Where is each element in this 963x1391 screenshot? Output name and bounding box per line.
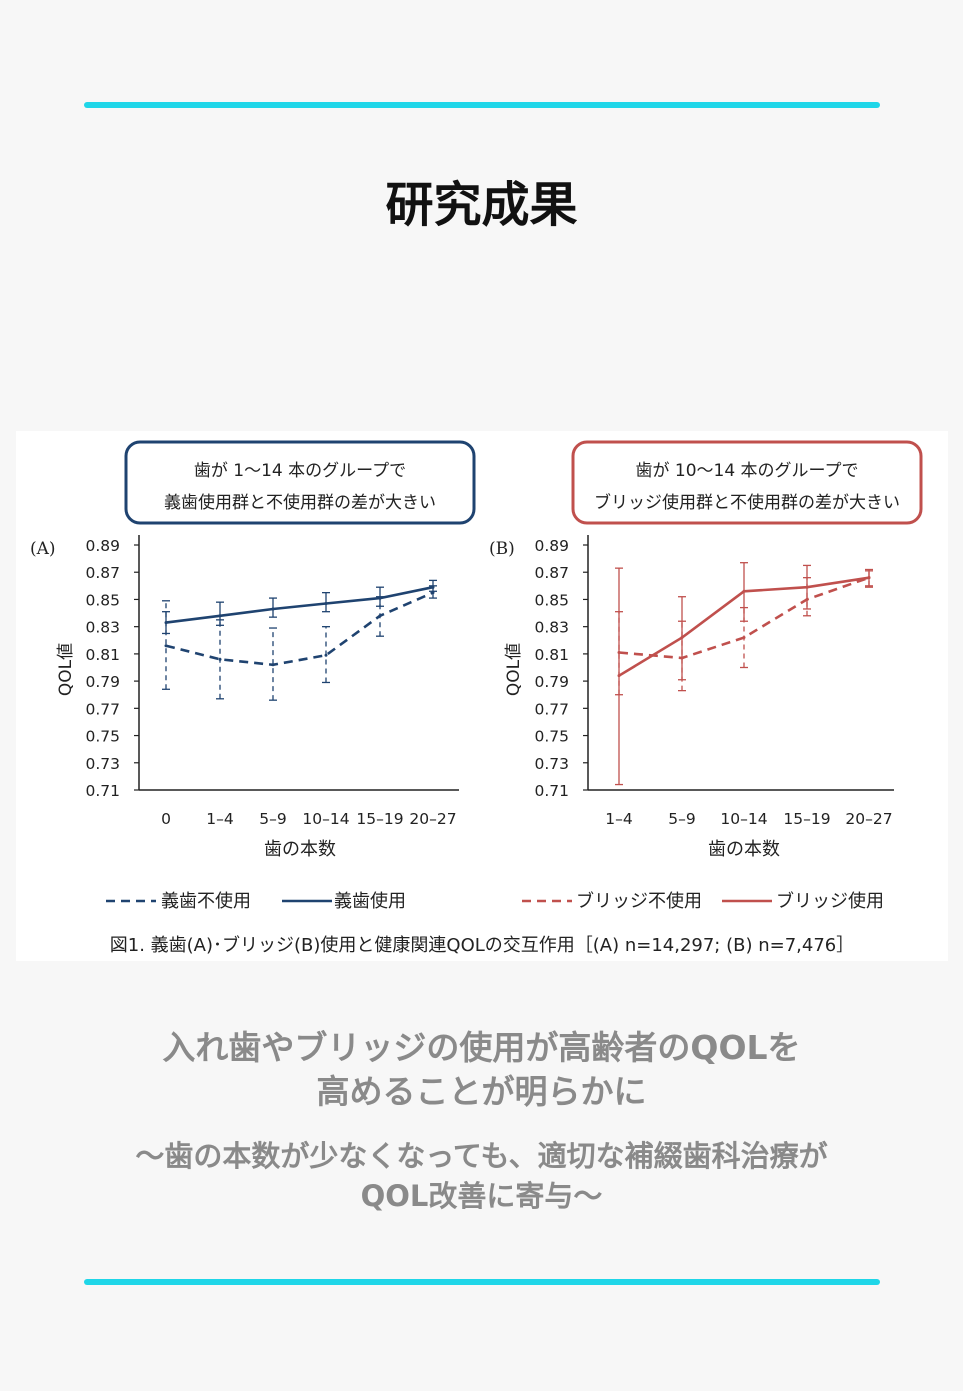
data-point [378, 596, 382, 600]
x-tick-label: 20–27 [409, 810, 456, 828]
y-tick-label: 0.79 [534, 673, 569, 691]
y-tick-label: 0.77 [85, 700, 120, 718]
x-tick-label: 15–19 [783, 810, 830, 828]
panel-label: (A) [30, 539, 56, 559]
x-tick-label: 1–4 [206, 810, 233, 828]
x-tick-label: 10–14 [720, 810, 767, 828]
top-accent-rule [84, 102, 880, 108]
data-point [324, 653, 328, 657]
y-tick-label: 0.85 [534, 591, 569, 609]
x-tick-label: 15–19 [356, 810, 403, 828]
y-tick-label: 0.77 [534, 700, 569, 718]
x-tick-label: 0 [161, 810, 171, 828]
y-tick-label: 0.83 [85, 619, 120, 637]
data-point [271, 663, 275, 667]
data-point [617, 674, 621, 678]
y-tick-label: 0.73 [85, 755, 120, 773]
data-point [218, 614, 222, 618]
legend-label: ブリッジ使用 [776, 890, 884, 912]
headline: 入れ歯やブリッジの使用が高齢者のQOLを 高めることが明らかに [40, 1026, 923, 1114]
x-tick-label: 5–9 [259, 810, 286, 828]
y-tick-label: 0.71 [85, 782, 120, 800]
legend-label: 義歯使用 [334, 891, 406, 912]
callout-line: 義歯使用群と不使用群の差が大きい [164, 492, 436, 513]
data-point [271, 607, 275, 611]
y-tick-label: 0.75 [85, 728, 120, 746]
data-point [867, 576, 871, 580]
figure-caption: 図1. 義歯(A)･ブリッジ(B)使用と健康関連QOLの交互作用［(A) n=1… [109, 935, 855, 956]
data-point [680, 636, 684, 640]
x-tick-label: 20–27 [845, 810, 892, 828]
y-tick-label: 0.71 [534, 782, 569, 800]
legend-label: ブリッジ不使用 [576, 890, 702, 912]
data-point [324, 602, 328, 606]
y-tick-label: 0.73 [534, 755, 569, 773]
callout-box [124, 440, 476, 525]
y-tick-label: 0.89 [534, 537, 569, 555]
x-axis-label: 歯の本数 [264, 839, 336, 860]
data-point [742, 636, 746, 640]
y-tick-label: 0.83 [534, 619, 569, 637]
subheadline-line-2: QOL改善に寄与〜 [360, 1179, 603, 1213]
figure: 歯が 1〜14 本のグループで義歯使用群と不使用群の差が大きい (A) 0.89 0.… [16, 431, 948, 961]
y-tick-label: 0.87 [534, 564, 569, 582]
y-tick-label: 0.79 [85, 673, 120, 691]
y-axis-label: QOL値 [56, 643, 76, 696]
x-tick-label: 5–9 [668, 810, 695, 828]
y-tick-label: 0.81 [534, 646, 569, 664]
subheadline: 〜歯の本数が少なくなっても、適切な補綴歯科治療が QOL改善に寄与〜 [40, 1136, 923, 1216]
callout-box [571, 440, 923, 525]
data-point [164, 621, 168, 625]
callout-line: 歯が 1〜14 本のグループで [194, 461, 406, 481]
data-point [742, 589, 746, 593]
y-tick-label: 0.89 [85, 537, 120, 555]
legend-label: 義歯不使用 [161, 891, 251, 912]
y-tick-label: 0.87 [85, 564, 120, 582]
page-title: 研究成果 [385, 177, 578, 233]
x-axis-label: 歯の本数 [708, 839, 780, 860]
y-tick-label: 0.75 [534, 728, 569, 746]
data-point [218, 657, 222, 661]
y-axis-label: QOL値 [504, 643, 524, 696]
x-tick-label: 1–4 [605, 810, 632, 828]
headline-line-2: 高めることが明らかに [316, 1072, 647, 1111]
headline-line-1: 入れ歯やブリッジの使用が高齢者のQOLを [162, 1028, 801, 1067]
subheadline-line-1: 〜歯の本数が少なくなっても、適切な補綴歯科治療が [135, 1139, 828, 1173]
series-line [165, 591, 434, 667]
series-line [165, 585, 434, 624]
callout-line: 歯が 10〜14 本のグループで [635, 461, 858, 481]
data-point [431, 585, 435, 589]
bottom-accent-rule [84, 1279, 880, 1285]
data-point [378, 614, 382, 618]
y-tick-label: 0.85 [85, 591, 120, 609]
x-tick-label: 10–14 [302, 810, 349, 828]
y-tick-label: 0.81 [85, 646, 120, 664]
callout-line: ブリッジ使用群と不使用群の差が大きい [594, 492, 900, 513]
panel-label: (B) [489, 539, 515, 559]
data-point [164, 644, 168, 648]
data-point [805, 585, 809, 589]
